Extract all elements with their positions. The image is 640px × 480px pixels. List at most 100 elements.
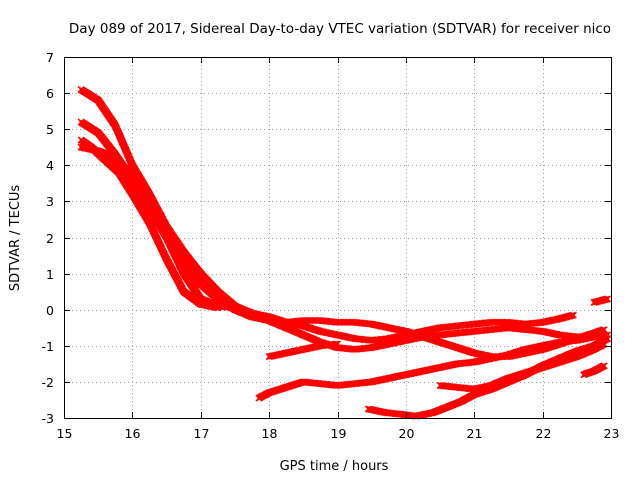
data-point (541, 329, 545, 333)
data-point (387, 376, 391, 380)
chart-title: Day 089 of 2017, Sidereal Day-to-day VTE… (69, 21, 611, 37)
data-point (182, 250, 186, 254)
data-point (301, 347, 305, 351)
series-layer (77, 86, 612, 420)
y-tick-label: 1 (46, 267, 54, 282)
data-point (506, 376, 510, 380)
data-point (96, 131, 100, 135)
data-point (592, 301, 596, 304)
data-point (233, 306, 237, 310)
y-tick-label: 4 (46, 158, 54, 173)
data-point (575, 355, 579, 359)
x-tick-label: 22 (536, 426, 552, 441)
x-tick-label: 15 (57, 426, 73, 441)
data-point (284, 385, 288, 389)
data-point (599, 299, 603, 303)
data-point (257, 396, 261, 400)
data-point (438, 384, 442, 387)
data-point (96, 98, 100, 102)
data-point (148, 199, 151, 203)
data-point (250, 311, 254, 315)
data-point (79, 145, 83, 149)
data-point (353, 320, 357, 324)
y-tick-label: 3 (46, 194, 54, 209)
data-point (318, 382, 322, 386)
data-point (455, 385, 459, 389)
data-point (284, 351, 288, 355)
data-point (472, 351, 476, 355)
data-point (472, 322, 476, 326)
y-tick-label: 6 (46, 86, 54, 101)
series-trace-3 (77, 143, 581, 353)
data-point (472, 393, 476, 396)
series-trace-4 (77, 136, 222, 312)
data-point (592, 369, 596, 373)
data-point (438, 326, 442, 330)
data-point (370, 338, 374, 342)
y-tick-label: 7 (46, 50, 54, 65)
data-point (79, 88, 83, 91)
data-point (421, 335, 425, 339)
data-point (421, 369, 425, 373)
data-point (606, 337, 610, 341)
series-trace-5 (255, 331, 612, 402)
data-point (113, 124, 117, 128)
data-point (602, 328, 606, 332)
data-point (301, 380, 305, 384)
data-point (592, 335, 596, 339)
data-point (431, 411, 435, 415)
data-point (606, 297, 610, 301)
data-point (404, 373, 408, 377)
data-point (455, 324, 459, 328)
data-point (489, 320, 493, 324)
data-point (489, 356, 493, 360)
data-point (318, 344, 322, 348)
data-point (336, 342, 339, 346)
data-point (541, 344, 545, 348)
y-axis-label: SDTVAR / TECUs (8, 185, 23, 292)
data-point (489, 384, 493, 387)
data-point (353, 382, 357, 386)
data-point (592, 347, 596, 351)
data-point (414, 414, 418, 418)
data-point (524, 328, 527, 332)
data-point (370, 322, 374, 326)
x-tick-label: 19 (331, 426, 347, 441)
data-point (130, 192, 134, 196)
data-point (524, 371, 527, 375)
series-trace-8 (436, 340, 608, 393)
data-point (165, 257, 169, 261)
data-point (117, 171, 121, 174)
data-point (602, 364, 606, 368)
data-point (216, 290, 220, 294)
data-point (318, 329, 322, 333)
data-point (199, 282, 203, 286)
x-tick-label: 18 (262, 426, 278, 441)
data-point (199, 302, 203, 306)
x-axis-label: GPS time / hours (280, 459, 389, 474)
data-point (571, 313, 575, 317)
data-point (541, 320, 545, 324)
data-point (404, 338, 408, 342)
data-point (148, 221, 151, 225)
data-point (113, 156, 117, 160)
data-point (366, 407, 370, 411)
data-point (438, 340, 442, 344)
y-tick-label: 0 (46, 303, 54, 318)
x-tick-label: 23 (604, 426, 620, 441)
data-point (130, 174, 134, 178)
data-point (472, 329, 476, 333)
data-point (506, 353, 510, 357)
data-point (455, 331, 459, 335)
y-tick-label: 2 (46, 231, 54, 246)
data-point (606, 333, 610, 337)
data-point (301, 324, 305, 328)
data-point (506, 326, 510, 330)
data-point (353, 337, 357, 341)
data-point (582, 373, 586, 377)
data-point (284, 320, 288, 324)
data-point (267, 355, 271, 359)
data-point (445, 405, 449, 409)
data-point (438, 333, 442, 337)
